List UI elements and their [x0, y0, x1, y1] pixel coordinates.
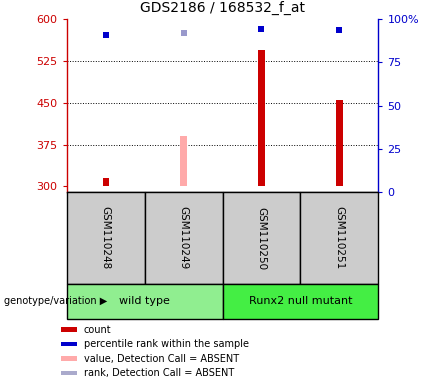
Text: count: count: [84, 325, 111, 335]
Bar: [181, 136, 187, 186]
Bar: [67, 192, 144, 284]
Text: percentile rank within the sample: percentile rank within the sample: [84, 339, 249, 349]
Bar: [258, 50, 264, 186]
Bar: [67, 284, 223, 319]
Bar: [61, 371, 77, 375]
Bar: [61, 356, 77, 361]
Bar: [223, 284, 378, 319]
Bar: [223, 192, 301, 284]
Text: wild type: wild type: [119, 296, 170, 306]
Text: GSM110248: GSM110248: [101, 207, 111, 270]
Text: genotype/variation ▶: genotype/variation ▶: [4, 296, 108, 306]
Bar: [144, 192, 223, 284]
Title: GDS2186 / 168532_f_at: GDS2186 / 168532_f_at: [140, 1, 305, 15]
Text: GSM110249: GSM110249: [178, 207, 189, 270]
Text: value, Detection Call = ABSENT: value, Detection Call = ABSENT: [84, 354, 239, 364]
Bar: [61, 342, 77, 346]
Text: GSM110251: GSM110251: [335, 207, 344, 270]
Text: Runx2 null mutant: Runx2 null mutant: [249, 296, 352, 306]
Text: rank, Detection Call = ABSENT: rank, Detection Call = ABSENT: [84, 368, 234, 378]
Bar: [61, 328, 77, 332]
Bar: [336, 100, 343, 186]
Bar: [301, 192, 378, 284]
Text: GSM110250: GSM110250: [256, 207, 267, 270]
Bar: [102, 178, 109, 186]
